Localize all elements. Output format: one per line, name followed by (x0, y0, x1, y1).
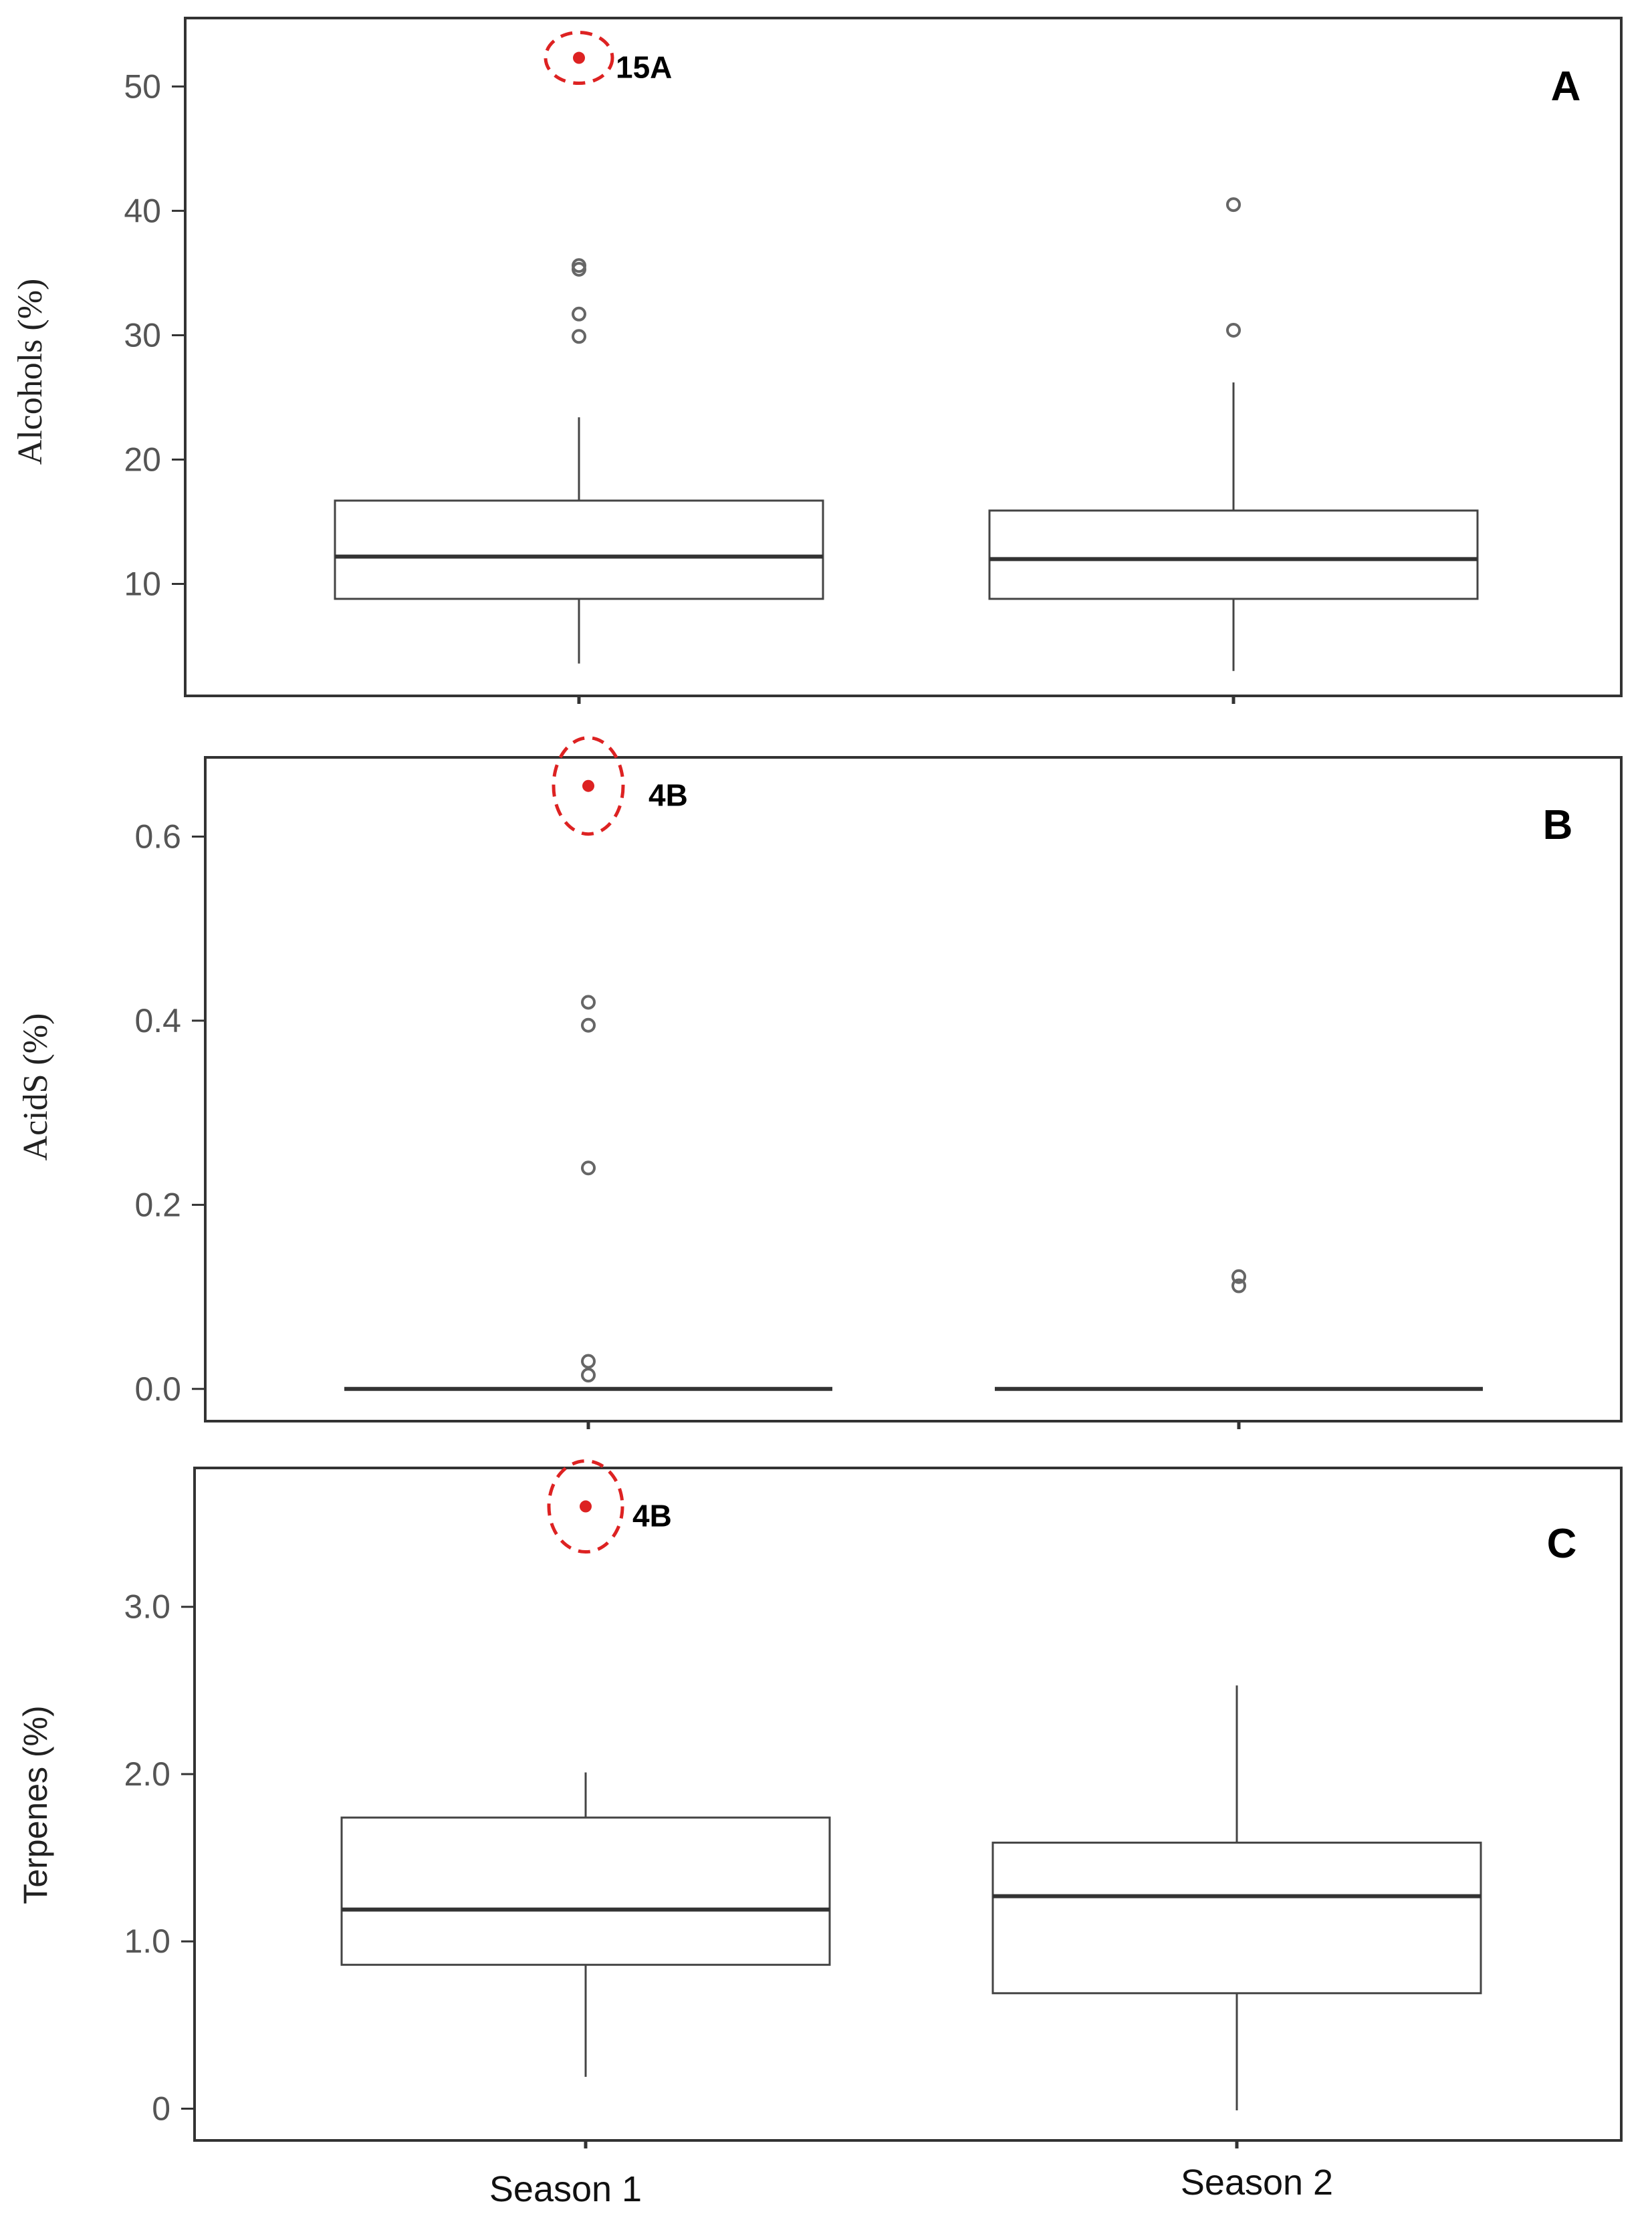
highlight-ring (547, 1459, 624, 1554)
y-tick-label: 0.0 (134, 1370, 181, 1408)
plot-frame (184, 17, 1623, 697)
box-2 (988, 197, 1479, 671)
box-2 (991, 1685, 1482, 2110)
plot-frame (193, 1467, 1623, 2142)
x-category-label: Season 2 (1181, 2162, 1333, 2203)
outlier-point (581, 995, 596, 1010)
highlight-point (573, 51, 585, 64)
box-iqr (334, 499, 824, 600)
y-tick-label: 2.0 (124, 1755, 170, 1793)
y-axis-label: Alcohols (%) (11, 279, 49, 465)
box-2 (995, 1269, 1483, 1391)
y-tick-label: 10 (124, 566, 161, 603)
outlier-point (1226, 197, 1241, 213)
box-iqr (991, 1842, 1482, 1995)
y-tick-label: 20 (124, 441, 161, 478)
outlier-point (581, 1368, 596, 1383)
panel-letter: B (1543, 802, 1573, 848)
outlier-point (1226, 322, 1241, 338)
y-tick-label: 1.0 (124, 1923, 170, 1960)
box-iqr (340, 1816, 831, 1966)
panel-letter: A (1551, 64, 1581, 110)
panel-c: 0 1.0 2.0 3.0 Terpenes (%) C 4B (17, 1459, 1623, 2148)
panel-a: 10 20 30 40 50 Alcohols (%) A 15A (11, 17, 1623, 704)
x-category-label: Season 1 (489, 2169, 642, 2209)
highlight-label: 4B (648, 778, 688, 813)
highlight-ring (544, 31, 614, 86)
box-1 (334, 258, 824, 664)
outlier-point (572, 258, 586, 273)
outlier-point (581, 1017, 596, 1033)
highlight-ring (552, 736, 625, 836)
outlier-point (581, 1160, 596, 1176)
y-tick-label: 40 (124, 192, 161, 229)
y-tick-label: 0.6 (134, 818, 181, 855)
outlier-point (572, 306, 586, 322)
box-iqr (988, 509, 1479, 600)
y-tick-label: 30 (124, 316, 161, 354)
outlier-point (1231, 1278, 1246, 1293)
highlight-label: 15A (616, 50, 672, 85)
y-axis-label: AcidS (%) (17, 1013, 55, 1161)
plot-frame (204, 756, 1623, 1422)
y-tick-label: 50 (124, 68, 161, 105)
highlight-label: 4B (632, 1499, 672, 1533)
highlight-point (580, 1500, 592, 1513)
box-1 (340, 1772, 831, 2077)
y-tick-label: 0.2 (134, 1186, 181, 1223)
y-tick-label: 0.4 (134, 1002, 181, 1039)
y-tick-label: 3.0 (124, 1588, 170, 1626)
highlight-point (582, 779, 594, 792)
panel-letter: C (1547, 1521, 1577, 1567)
outlier-point (581, 1354, 596, 1369)
outlier-point (572, 329, 586, 344)
outlier-point (1231, 1269, 1246, 1284)
y-tick-label: 0 (152, 2090, 170, 2127)
panel-b: 0.0 0.2 0.4 0.6 AcidS (%) B 4B (17, 736, 1623, 1429)
y-axis-label: Terpenes (%) (17, 1705, 54, 1904)
box-1 (344, 995, 832, 1391)
